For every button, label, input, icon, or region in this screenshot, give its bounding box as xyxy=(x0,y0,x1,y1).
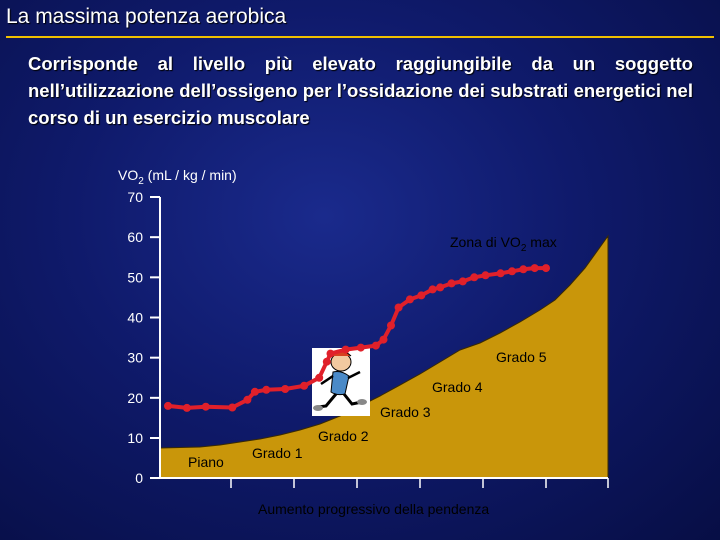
y-tick-label: 10 xyxy=(127,430,143,446)
workload-area xyxy=(159,234,609,479)
data-point xyxy=(379,335,388,344)
stage-label-piano: Piano xyxy=(188,454,224,470)
runner-cartoon-icon xyxy=(312,348,370,416)
stage-label-grado-2: Grado 2 xyxy=(318,428,369,444)
y-axis-label: VO2 (mL / kg / min) xyxy=(118,167,237,187)
data-point xyxy=(542,264,550,273)
data-point xyxy=(519,265,528,274)
data-point xyxy=(481,271,490,280)
stage-label-grado-4: Grado 4 xyxy=(432,379,483,395)
data-point xyxy=(428,285,437,294)
vo2-data-points xyxy=(164,264,550,412)
data-point xyxy=(356,343,365,352)
title-underline xyxy=(6,36,714,38)
data-point xyxy=(322,357,331,366)
data-point xyxy=(201,402,210,411)
data-point xyxy=(371,341,380,350)
x-axis-label: Aumento progressivo della pendenza xyxy=(258,501,489,517)
data-point xyxy=(300,381,309,390)
data-point xyxy=(341,345,350,354)
stage-label-grado-1: Grado 1 xyxy=(252,445,303,461)
data-point xyxy=(387,321,395,330)
data-point xyxy=(182,403,191,412)
data-point xyxy=(262,385,271,394)
data-point xyxy=(508,267,516,276)
data-point xyxy=(394,303,403,312)
data-point xyxy=(243,395,252,404)
description-text: Corrisponde al livello più elevato raggi… xyxy=(28,53,693,128)
y-tick-label: 40 xyxy=(127,310,143,326)
y-tick-label: 0 xyxy=(135,470,143,486)
data-point xyxy=(315,373,324,382)
y-tick-label: 60 xyxy=(127,229,143,245)
data-point xyxy=(405,295,414,304)
y-tick-label: 70 xyxy=(127,189,143,205)
data-point xyxy=(458,277,467,286)
y-tick-label: 20 xyxy=(127,390,143,406)
y-tick-label: 50 xyxy=(127,269,143,285)
data-point xyxy=(326,349,335,358)
data-point xyxy=(250,387,259,396)
y-axis-ticks: 0 10 20 30 40 50 60 70 xyxy=(127,189,160,486)
data-point xyxy=(530,264,539,273)
data-point xyxy=(470,273,479,282)
data-point xyxy=(164,401,172,410)
data-point xyxy=(496,269,505,278)
x-axis-ticks xyxy=(230,478,609,488)
data-point xyxy=(447,279,456,288)
y-tick-label: 30 xyxy=(127,350,143,366)
vo2max-zone-label: Zona di VO2 max xyxy=(450,234,557,254)
data-point xyxy=(228,403,237,412)
data-point xyxy=(281,385,290,393)
data-point xyxy=(436,283,445,292)
page-title: La massima potenza aerobica xyxy=(6,5,287,28)
data-point xyxy=(417,291,426,300)
stage-label-grado-5: Grado 5 xyxy=(496,349,547,365)
stage-label-grado-3: Grado 3 xyxy=(380,404,431,420)
